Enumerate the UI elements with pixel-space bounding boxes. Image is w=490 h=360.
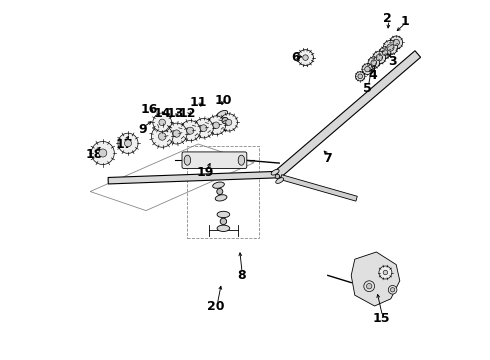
Ellipse shape <box>184 155 191 165</box>
Text: 12: 12 <box>179 107 196 120</box>
Text: 13: 13 <box>166 107 183 120</box>
Circle shape <box>388 285 397 294</box>
Circle shape <box>187 127 194 134</box>
Text: 15: 15 <box>373 312 391 325</box>
Circle shape <box>303 55 308 60</box>
Circle shape <box>376 54 383 61</box>
Circle shape <box>391 288 395 292</box>
Text: 2: 2 <box>383 12 392 24</box>
Circle shape <box>194 118 213 138</box>
Circle shape <box>200 125 207 131</box>
Text: 18: 18 <box>85 148 102 161</box>
Circle shape <box>367 284 372 289</box>
Text: 1: 1 <box>401 15 410 28</box>
Circle shape <box>159 119 166 126</box>
Ellipse shape <box>216 111 228 119</box>
Text: 9: 9 <box>138 123 147 136</box>
Circle shape <box>379 47 391 58</box>
Circle shape <box>124 140 131 147</box>
Circle shape <box>373 51 386 64</box>
Text: 20: 20 <box>207 300 225 313</box>
Circle shape <box>166 123 187 144</box>
Ellipse shape <box>238 155 245 165</box>
Circle shape <box>226 120 232 125</box>
Text: 4: 4 <box>368 69 377 82</box>
Circle shape <box>368 57 380 68</box>
Circle shape <box>180 121 200 141</box>
Circle shape <box>220 114 238 131</box>
Circle shape <box>207 116 225 135</box>
Circle shape <box>364 281 374 292</box>
Circle shape <box>91 141 114 165</box>
Polygon shape <box>351 252 400 306</box>
Circle shape <box>358 74 363 78</box>
Circle shape <box>383 270 388 275</box>
Circle shape <box>362 64 373 75</box>
Text: 14: 14 <box>153 107 171 120</box>
Ellipse shape <box>215 195 227 201</box>
Text: 8: 8 <box>237 269 245 282</box>
Text: 16: 16 <box>141 103 158 116</box>
Text: 17: 17 <box>116 138 133 150</box>
Text: 6: 6 <box>291 51 300 64</box>
Ellipse shape <box>213 182 224 188</box>
Polygon shape <box>274 51 420 178</box>
Ellipse shape <box>276 178 284 183</box>
Circle shape <box>297 50 314 66</box>
Text: 10: 10 <box>215 94 232 107</box>
Circle shape <box>356 72 365 81</box>
Text: 7: 7 <box>323 152 332 165</box>
Circle shape <box>173 130 180 137</box>
Circle shape <box>379 266 392 279</box>
Circle shape <box>151 126 173 147</box>
Circle shape <box>365 66 370 72</box>
Circle shape <box>220 218 227 225</box>
Circle shape <box>217 189 223 194</box>
Circle shape <box>118 133 138 153</box>
Circle shape <box>99 149 107 157</box>
Text: 11: 11 <box>190 96 207 109</box>
Text: 19: 19 <box>196 166 214 179</box>
Circle shape <box>387 44 394 51</box>
Circle shape <box>382 50 388 55</box>
Ellipse shape <box>223 122 234 131</box>
Circle shape <box>275 174 280 179</box>
Circle shape <box>371 60 377 66</box>
Circle shape <box>390 36 403 49</box>
Polygon shape <box>280 175 357 201</box>
FancyBboxPatch shape <box>182 152 247 168</box>
Circle shape <box>153 113 172 132</box>
Ellipse shape <box>217 225 230 231</box>
Ellipse shape <box>217 211 230 218</box>
Circle shape <box>393 39 399 46</box>
Circle shape <box>222 117 228 124</box>
Ellipse shape <box>271 170 279 175</box>
Polygon shape <box>108 171 277 184</box>
Circle shape <box>383 40 398 55</box>
Circle shape <box>213 122 220 129</box>
Circle shape <box>158 132 166 140</box>
Text: 3: 3 <box>388 55 397 68</box>
Text: 5: 5 <box>363 82 372 95</box>
